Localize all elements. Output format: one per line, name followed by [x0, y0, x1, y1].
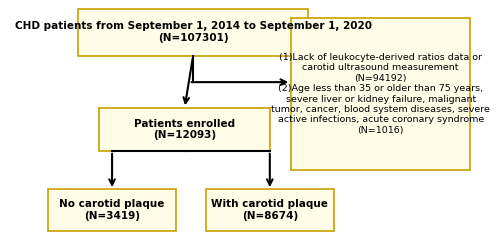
Text: No carotid plaque
(N=3419): No carotid plaque (N=3419)	[60, 199, 165, 221]
Text: CHD patients from September 1, 2014 to September 1, 2020
(N=107301): CHD patients from September 1, 2014 to S…	[14, 21, 372, 43]
FancyBboxPatch shape	[291, 18, 470, 170]
FancyBboxPatch shape	[78, 8, 308, 56]
Text: With carotid plaque
(N=8674): With carotid plaque (N=8674)	[212, 199, 328, 221]
Text: (1)Lack of leukocyte-derived ratios data or
carotid ultrasound measurement
(N=94: (1)Lack of leukocyte-derived ratios data…	[271, 53, 490, 135]
Text: Patients enrolled
(N=12093): Patients enrolled (N=12093)	[134, 119, 235, 140]
FancyBboxPatch shape	[206, 189, 334, 232]
FancyBboxPatch shape	[48, 189, 176, 232]
FancyBboxPatch shape	[100, 108, 270, 151]
